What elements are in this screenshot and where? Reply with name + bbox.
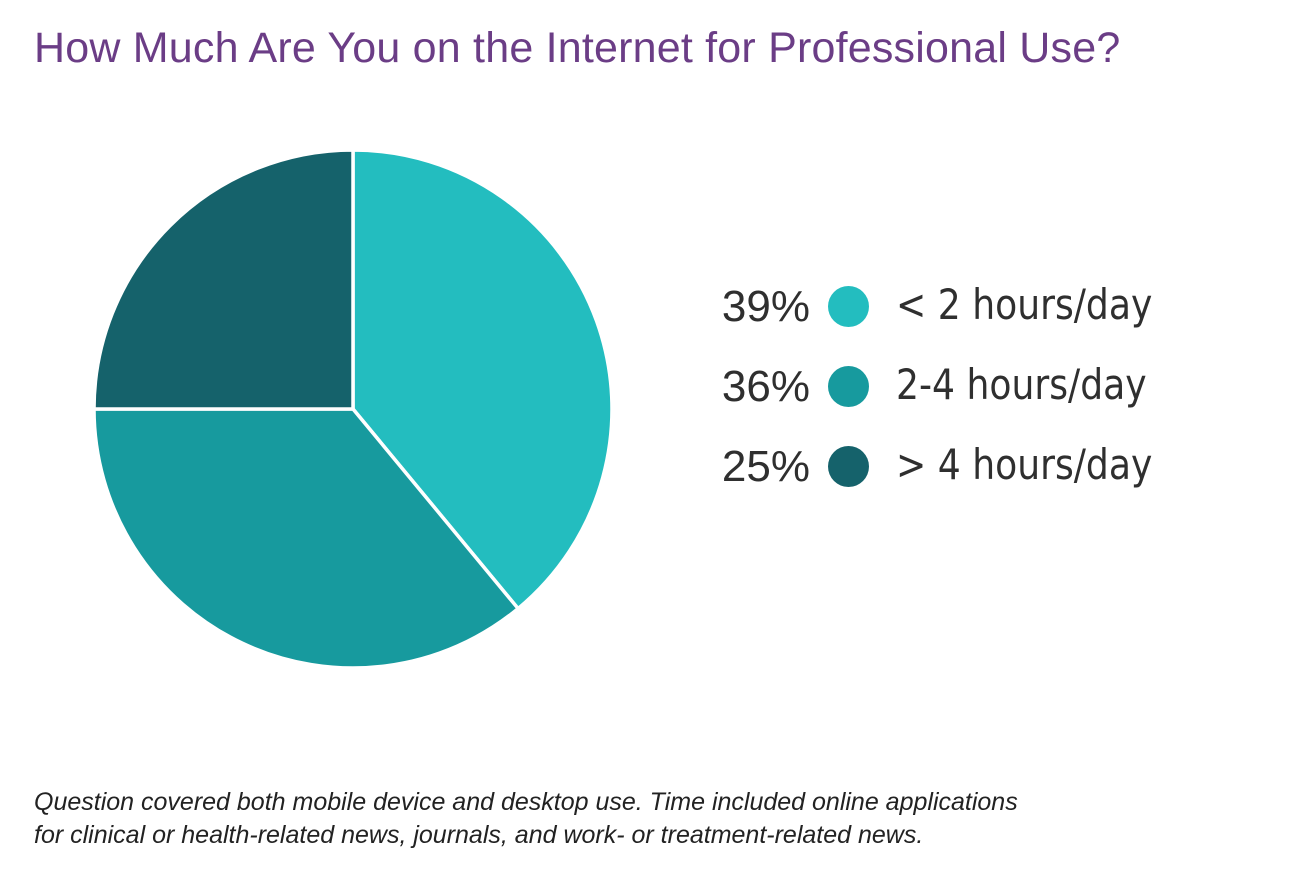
legend-swatch xyxy=(828,286,869,327)
pie-slice xyxy=(92,148,355,411)
legend-item: 25% > 4 hours/day xyxy=(712,436,1182,516)
footnote: Question covered both mobile device and … xyxy=(34,786,1264,852)
legend-label: 2-4 hours/day xyxy=(896,360,1147,409)
legend-item: 39% < 2 hours/day xyxy=(712,276,1182,356)
legend-swatch xyxy=(828,446,869,487)
pie-chart xyxy=(92,148,614,670)
legend-swatch xyxy=(828,366,869,407)
legend-item: 36% 2-4 hours/day xyxy=(712,356,1182,436)
footnote-line: for clinical or health-related news, jou… xyxy=(34,821,924,849)
pie-slice xyxy=(92,407,520,670)
chart-title: How Much Are You on the Internet for Pro… xyxy=(34,24,1121,72)
legend-value: 39% xyxy=(721,282,810,331)
legend-value: 36% xyxy=(721,362,810,411)
footnote-line: Question covered both mobile device and … xyxy=(34,788,1018,816)
pie-slice xyxy=(351,148,614,611)
legend-value: 25% xyxy=(721,442,810,491)
legend: 39% < 2 hours/day 36% 2-4 hours/day 25% … xyxy=(712,276,1182,516)
legend-label: < 2 hours/day xyxy=(896,280,1153,329)
legend-label: > 4 hours/day xyxy=(896,440,1153,489)
